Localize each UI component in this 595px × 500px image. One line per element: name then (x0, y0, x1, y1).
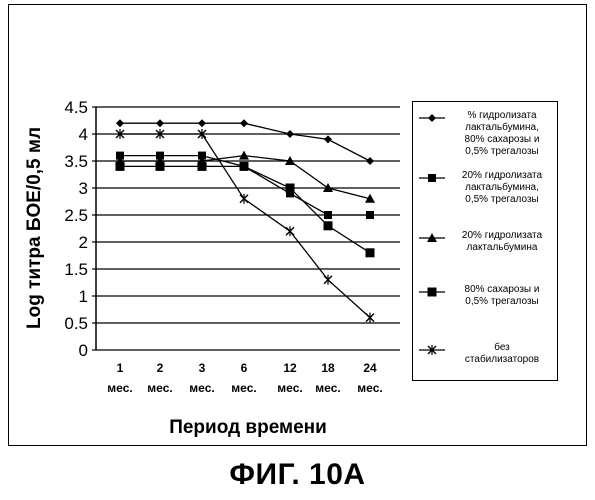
data-point (198, 162, 207, 171)
y-axis-title: Log титра БОЕ/0,5 мл (24, 127, 45, 329)
legend-symbol (428, 288, 437, 297)
legend-marker (417, 232, 447, 244)
data-point (286, 184, 295, 193)
legend-label-line: 20% гидролизата (447, 230, 557, 242)
legend-label: 20% гидролизаталактальбумина (447, 230, 557, 254)
legend-label-line: 80% сахарозы и (447, 284, 557, 296)
data-point (240, 162, 249, 171)
x-tick-label: мес. (107, 381, 132, 395)
legend-symbol (428, 114, 436, 122)
data-point (366, 248, 375, 257)
y-tick-label: 4.5 (64, 98, 88, 117)
data-point (366, 313, 374, 323)
legend-label-line: 0,5% трегалозы (447, 146, 557, 158)
x-tick-label: 1 (117, 361, 124, 375)
legend-item: 20% гидролизаталактальбумина,0,5% трегал… (413, 170, 559, 220)
legend-symbol (428, 174, 436, 182)
legend-label-line: без (447, 342, 557, 354)
x-tick-label: 6 (241, 361, 248, 375)
y-tick-label: 3.5 (64, 152, 88, 171)
legend-label-line: 80% сахарозы и (447, 134, 557, 146)
legend-label-line: лактальбумина, (447, 182, 557, 194)
x-axis-title: Период времени (169, 417, 327, 438)
legend-item: 80% сахарозы и0,5% трегалозы (413, 284, 559, 334)
legend-item: % гидролизаталактальбумина,80% сахарозы … (413, 110, 559, 160)
x-tick-label: 24 (363, 361, 377, 375)
x-tick-label: 2 (157, 361, 164, 375)
data-point (116, 119, 124, 127)
legend-label-line: 20% гидролизата (447, 170, 557, 182)
legend-marker (417, 172, 447, 184)
x-tick-label: 12 (283, 361, 297, 375)
legend-label-line: 0,5% трегалозы (447, 296, 557, 308)
data-point (286, 226, 294, 236)
legend-item: 20% гидролизаталактальбумина (413, 230, 559, 280)
x-tick-label: 3 (199, 361, 206, 375)
data-point (240, 194, 248, 204)
x-tick-label: мес. (357, 381, 382, 395)
figure-caption: ФИГ. 10A (0, 458, 595, 492)
data-point (116, 162, 125, 171)
data-point (366, 157, 374, 165)
x-tick-label: мес. (277, 381, 302, 395)
x-tick-label: мес. (231, 381, 256, 395)
chart-legend: % гидролизаталактальбумина,80% сахарозы … (412, 101, 558, 381)
data-point (156, 162, 165, 171)
data-point (324, 135, 332, 143)
legend-label: % гидролизаталактальбумина,80% сахарозы … (447, 110, 557, 158)
data-point (286, 130, 294, 138)
data-point (324, 221, 333, 230)
legend-label-line: лактальбумина (447, 242, 557, 254)
y-tick-label: 1 (79, 287, 88, 306)
data-point (324, 211, 332, 219)
legend-marker (417, 344, 447, 356)
legend-label: 80% сахарозы и0,5% трегалозы (447, 284, 557, 308)
data-point (324, 275, 332, 285)
y-tick-label: 2.5 (64, 206, 88, 225)
y-tick-label: 3 (79, 179, 88, 198)
x-tick-label: 18 (321, 361, 335, 375)
legend-marker (417, 112, 447, 124)
x-tick-label: мес. (147, 381, 172, 395)
series-line (120, 166, 370, 252)
legend-item: безстабилизаторов (413, 342, 559, 392)
y-tick-label: 0 (79, 341, 88, 360)
data-point (366, 211, 374, 219)
legend-label-line: 0,5% трегалозы (447, 194, 557, 206)
x-tick-label: мес. (189, 381, 214, 395)
y-tick-label: 1.5 (64, 260, 88, 279)
legend-label: 20% гидролизаталактальбумина,0,5% трегал… (447, 170, 557, 206)
x-tick-label: мес. (315, 381, 340, 395)
legend-label-line: лактальбумина, (447, 122, 557, 134)
data-point (198, 119, 206, 127)
y-tick-label: 4 (79, 125, 88, 144)
y-tick-label: 2 (79, 233, 88, 252)
y-tick-label: 0.5 (64, 314, 88, 333)
legend-label: безстабилизаторов (447, 342, 557, 366)
data-point (156, 119, 164, 127)
legend-marker (417, 286, 447, 298)
data-point (240, 119, 248, 127)
data-point (239, 151, 249, 160)
legend-label-line: стабилизаторов (447, 354, 557, 366)
legend-label-line: % гидролизата (447, 110, 557, 122)
